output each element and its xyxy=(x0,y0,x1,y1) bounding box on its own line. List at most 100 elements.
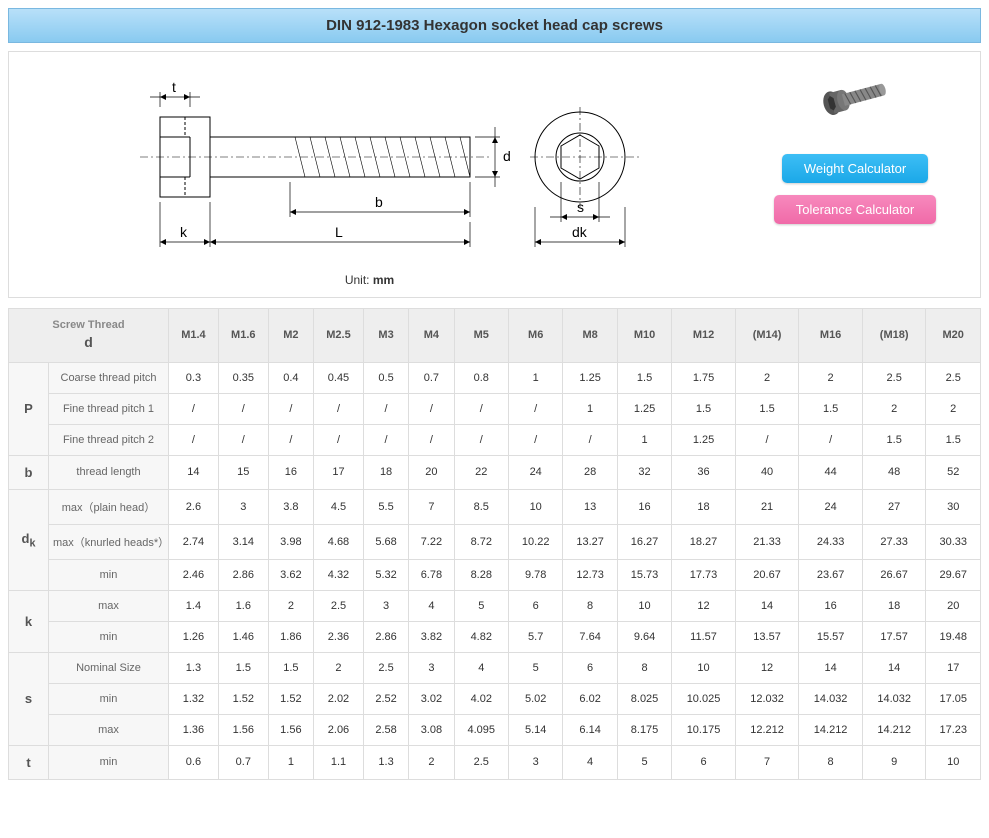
cell: 14.032 xyxy=(799,683,863,714)
table-row: max1.361.561.562.062.583.084.0955.146.14… xyxy=(9,714,981,745)
cell: 17.57 xyxy=(862,621,926,652)
cell: / xyxy=(799,424,863,455)
cell: 22 xyxy=(454,455,508,489)
cell: 6 xyxy=(563,652,617,683)
cell: 4.5 xyxy=(314,489,364,524)
cell: 17.23 xyxy=(926,714,981,745)
diagram-left: t d b k L xyxy=(9,52,730,297)
col-header: (M14) xyxy=(735,309,799,363)
cell: 15.57 xyxy=(799,621,863,652)
cell: 14 xyxy=(735,590,799,621)
tolerance-calculator-button[interactable]: Tolerance Calculator xyxy=(774,195,937,224)
cell: 29.67 xyxy=(926,559,981,590)
cell: 48 xyxy=(862,455,926,489)
dim-d-label: d xyxy=(503,148,511,164)
cell: 0.7 xyxy=(409,362,454,393)
cell: 3.08 xyxy=(409,714,454,745)
cell: 4 xyxy=(409,590,454,621)
dim-t-label: t xyxy=(172,79,176,95)
thread-header: Screw Thread d xyxy=(9,309,169,363)
cell: 0.35 xyxy=(218,362,268,393)
cell: 4 xyxy=(563,745,617,779)
cell: 10.025 xyxy=(672,683,736,714)
cell: / xyxy=(563,424,617,455)
cell: / xyxy=(169,393,219,424)
row-label: Coarse thread pitch xyxy=(49,362,169,393)
cell: 14 xyxy=(862,652,926,683)
table-header-row: Screw Thread d M1.4M1.6M2M2.5M3M4M5M6M8M… xyxy=(9,309,981,363)
cell: 12.032 xyxy=(735,683,799,714)
cell: 12 xyxy=(735,652,799,683)
cell: 2.36 xyxy=(314,621,364,652)
cell: 27.33 xyxy=(862,524,926,559)
cell: 3.14 xyxy=(218,524,268,559)
cell: 2.86 xyxy=(218,559,268,590)
cell: 2.5 xyxy=(926,362,981,393)
cell: 8 xyxy=(799,745,863,779)
row-label: Nominal Size xyxy=(49,652,169,683)
table-row: Fine thread pitch 1////////11.251.51.51.… xyxy=(9,393,981,424)
table-row: min2.462.863.624.325.326.788.289.7812.73… xyxy=(9,559,981,590)
cell: 0.5 xyxy=(363,362,408,393)
cell: 2 xyxy=(735,362,799,393)
cell: 1.6 xyxy=(218,590,268,621)
col-header: M2.5 xyxy=(314,309,364,363)
cell: 9 xyxy=(862,745,926,779)
dim-k-label: k xyxy=(180,224,188,240)
cell: 12.73 xyxy=(563,559,617,590)
cell: 1.3 xyxy=(169,652,219,683)
cell: 14.212 xyxy=(862,714,926,745)
row-label: min xyxy=(49,559,169,590)
table-row: kmax1.41.622.534568101214161820 xyxy=(9,590,981,621)
cell: 30.33 xyxy=(926,524,981,559)
screw-3d-icon xyxy=(810,72,900,122)
cell: 10.22 xyxy=(508,524,562,559)
cell: 14 xyxy=(169,455,219,489)
cell: / xyxy=(409,424,454,455)
cell: / xyxy=(363,393,408,424)
cell: 2 xyxy=(409,745,454,779)
cell: / xyxy=(454,393,508,424)
cell: 2.46 xyxy=(169,559,219,590)
cell: 3 xyxy=(363,590,408,621)
cell: 1.75 xyxy=(672,362,736,393)
cell: 13 xyxy=(563,489,617,524)
diagram-right: Weight Calculator Tolerance Calculator xyxy=(730,52,980,297)
cell: 20.67 xyxy=(735,559,799,590)
table-row: PCoarse thread pitch0.30.350.40.450.50.7… xyxy=(9,362,981,393)
cell: 14.212 xyxy=(799,714,863,745)
cell: 5.68 xyxy=(363,524,408,559)
cell: 5.02 xyxy=(508,683,562,714)
cell: 10 xyxy=(926,745,981,779)
cell: 1.4 xyxy=(169,590,219,621)
cell: 4.02 xyxy=(454,683,508,714)
row-label: max xyxy=(49,714,169,745)
cell: 1.36 xyxy=(169,714,219,745)
cell: 2 xyxy=(862,393,926,424)
cell: 17 xyxy=(926,652,981,683)
cell: 6 xyxy=(672,745,736,779)
group-symbol: b xyxy=(9,455,49,489)
cell: 12 xyxy=(672,590,736,621)
cell: / xyxy=(218,424,268,455)
cell: 1.5 xyxy=(926,424,981,455)
group-symbol: s xyxy=(9,652,49,745)
table-row: min1.261.461.862.362.863.824.825.77.649.… xyxy=(9,621,981,652)
cell: 7 xyxy=(735,745,799,779)
col-header: M4 xyxy=(409,309,454,363)
table-row: min1.321.521.522.022.523.024.025.026.028… xyxy=(9,683,981,714)
cell: 52 xyxy=(926,455,981,489)
cell: 1.5 xyxy=(268,652,313,683)
row-label: max xyxy=(49,590,169,621)
weight-calculator-button[interactable]: Weight Calculator xyxy=(782,154,928,183)
page-title: DIN 912-1983 Hexagon socket head cap scr… xyxy=(8,8,981,43)
cell: 7.22 xyxy=(409,524,454,559)
cell: 5.7 xyxy=(508,621,562,652)
cell: 21 xyxy=(735,489,799,524)
cell: 5 xyxy=(508,652,562,683)
cell: 16 xyxy=(617,489,671,524)
cell: 2.06 xyxy=(314,714,364,745)
cell: 1.46 xyxy=(218,621,268,652)
cell: 8 xyxy=(563,590,617,621)
cell: 2.58 xyxy=(363,714,408,745)
